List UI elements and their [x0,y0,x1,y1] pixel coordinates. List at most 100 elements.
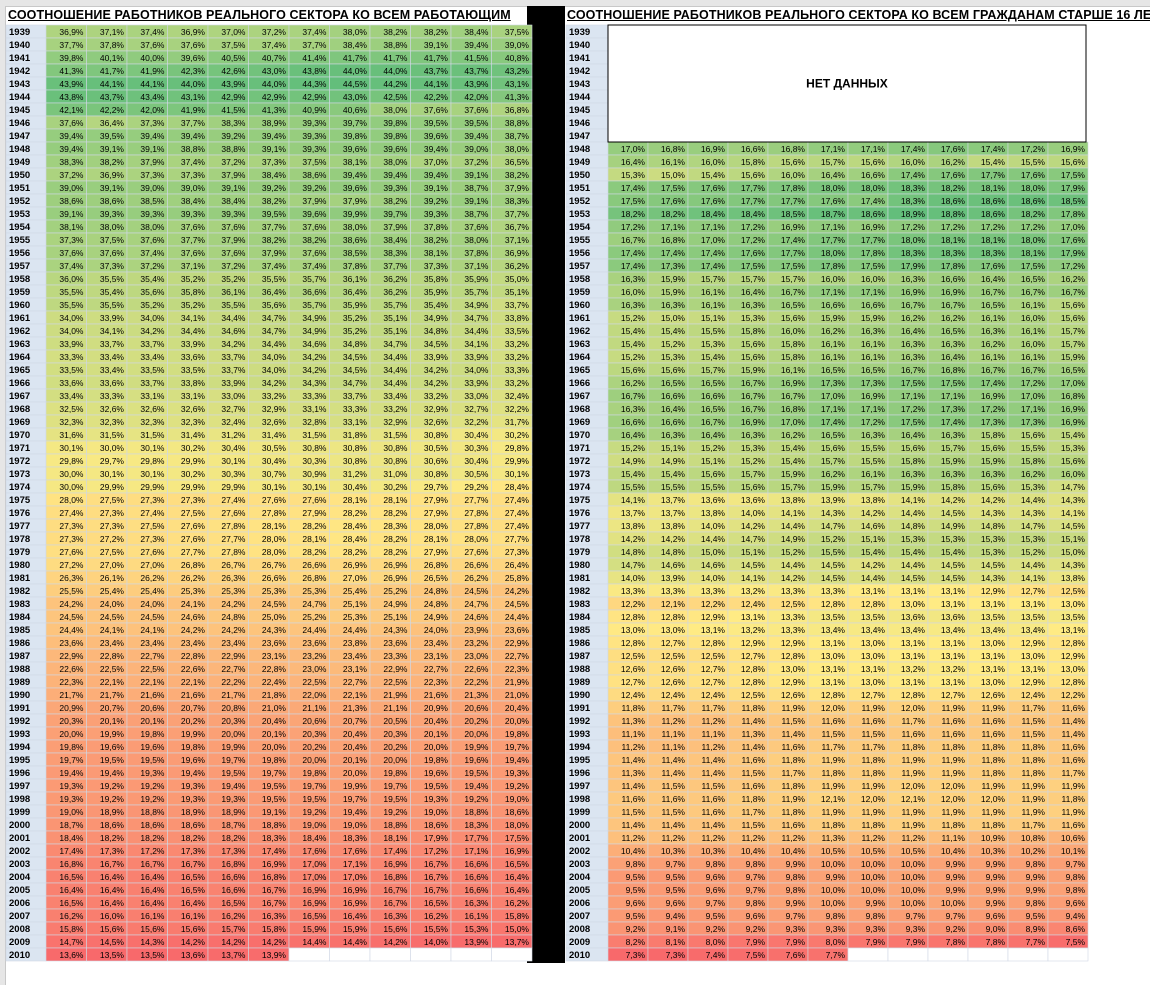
value-label: 13,1% [821,677,846,687]
value-label: 16,1% [781,365,806,375]
value-label: 26,5% [424,573,449,583]
value-label: 32,7% [221,404,246,414]
value-label: 17,8% [821,261,846,271]
value-label: 15,3% [981,547,1006,557]
value-label: 11,2% [662,716,686,726]
value-label: 13,1% [941,638,966,648]
value-label: 19,8% [181,742,206,752]
value-label: 11,8% [982,768,1006,778]
value-label: 13,0% [861,677,886,687]
value-label: 34,1% [181,313,206,323]
value-label: 9,9% [1026,872,1046,882]
value-label: 14,2% [941,495,966,505]
empty-cell [450,947,492,962]
value-label: 12,8% [821,690,846,700]
value-label: 11,9% [982,781,1006,791]
value-label: 39,8% [343,131,368,141]
value-label: 36,2% [383,287,408,297]
value-label: 15,6% [861,157,886,167]
value-label: 31,8% [343,430,368,440]
value-label: 21,6% [424,690,449,700]
value-label: 11,6% [622,794,646,804]
value-label: 18,6% [140,820,165,830]
value-label: 13,3% [781,612,806,622]
value-label: 44,0% [343,66,368,76]
value-label: 21,7% [100,690,125,700]
value-label: 35,5% [59,287,84,297]
value-label: 15,4% [701,170,726,180]
value-label: 39,1% [59,209,84,219]
year-label: 1994 [569,742,591,753]
value-label: 25,3% [221,586,246,596]
value-label: 16,5% [181,872,206,882]
value-label: 13,1% [901,677,926,687]
value-label: 11,8% [942,820,966,830]
value-label: 41,9% [181,105,206,115]
value-label: 16,9% [941,287,966,297]
value-label: 25,4% [100,586,125,596]
value-label: 18,9% [221,807,246,817]
value-label: 11,8% [622,703,646,713]
value-label: 43,0% [262,66,287,76]
value-label: 11,9% [982,807,1006,817]
value-label: 15,3% [1021,482,1046,492]
value-label: 17,2% [741,235,766,245]
value-label: 11,8% [782,807,806,817]
value-label: 15,3% [1061,443,1086,453]
value-label: 12,7% [701,677,726,687]
value-label: 9,9% [986,885,1006,895]
value-label: 19,4% [505,755,530,765]
value-label: 11,4% [742,716,766,726]
value-label: 19,6% [424,768,449,778]
value-label: 18,6% [941,196,966,206]
value-label: 15,8% [941,482,966,492]
value-label: 20,0% [302,755,327,765]
value-label: 39,6% [343,183,368,193]
value-label: 19,2% [100,781,125,791]
value-label: 11,7% [1062,768,1086,778]
value-label: 16,5% [1061,365,1086,375]
year-label: 1950 [9,170,30,181]
value-label: 9,5% [626,911,646,921]
value-label: 16,0% [621,287,646,297]
value-label: 9,0% [986,924,1006,934]
value-label: 17,3% [221,846,246,856]
value-label: 37,3% [181,170,206,180]
value-label: 21,3% [343,703,368,713]
value-label: 22,7% [424,664,449,674]
value-label: 11,1% [942,833,966,843]
value-label: 17,7% [781,196,806,206]
value-label: 16,5% [505,859,530,869]
value-label: 29,8% [59,456,84,466]
year-label: 1984 [9,612,31,623]
value-label: 30,5% [464,469,489,479]
value-label: 33,9% [464,352,489,362]
value-label: 27,6% [181,521,206,531]
value-label: 36,1% [343,274,368,284]
value-label: 18,6% [861,209,886,219]
year-label: 1961 [9,313,31,324]
value-label: 17,2% [901,404,926,414]
value-label: 11,4% [782,729,806,739]
value-label: 11,5% [742,820,766,830]
value-label: 20,3% [59,716,84,726]
value-label: 11,5% [702,781,726,791]
value-label: 26,7% [221,560,246,570]
value-label: 15,8% [741,326,766,336]
value-label: 18,4% [302,833,327,843]
value-label: 11,2% [862,833,886,843]
value-label: 27,6% [140,547,165,557]
value-label: 14,5% [1061,521,1086,531]
value-label: 15,8% [1021,456,1046,466]
value-label: 15,5% [701,326,726,336]
value-label: 11,6% [862,716,886,726]
value-label: 36,0% [59,274,84,284]
value-label: 35,4% [424,300,449,310]
value-label: 29,9% [100,482,125,492]
year-label: 1964 [569,352,591,363]
value-label: 18,4% [701,209,726,219]
value-label: 24,6% [464,612,489,622]
value-label: 13,7% [221,950,246,960]
year-label: 1954 [569,222,591,233]
value-label: 16,7% [262,885,287,895]
